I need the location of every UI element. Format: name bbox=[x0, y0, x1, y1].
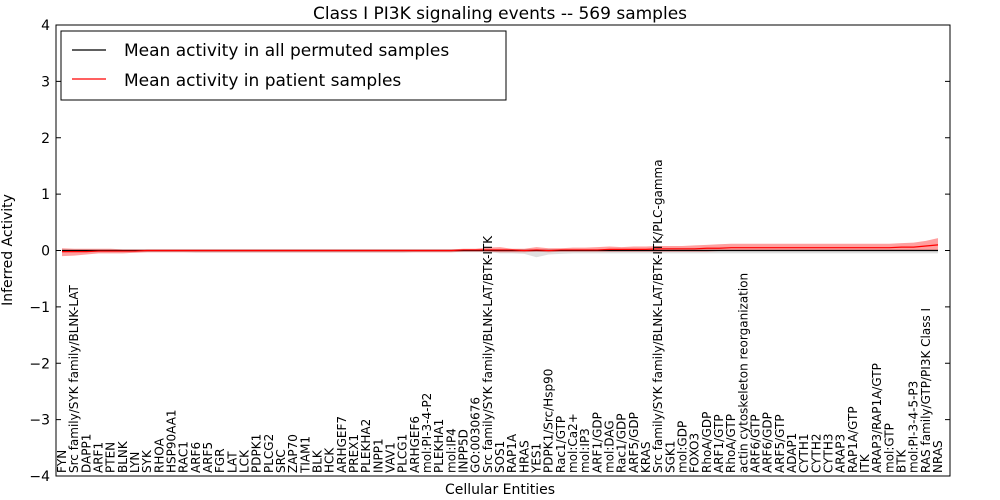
x-tick-label: mol:GDP bbox=[676, 421, 690, 473]
x-tick-label: ITK bbox=[858, 453, 872, 473]
x-tick-label: ARF6 bbox=[189, 442, 203, 473]
y-tick-label: −1 bbox=[29, 300, 50, 316]
x-tick-label: INPP5D bbox=[457, 429, 471, 473]
chart-title: Class I PI3K signaling events -- 569 sam… bbox=[313, 4, 687, 24]
x-tick-label: INPP1 bbox=[371, 438, 385, 473]
y-axis-label: Inferred Activity bbox=[0, 194, 16, 306]
y-tick-label: 1 bbox=[41, 187, 50, 203]
x-tick-label: RHOA bbox=[152, 437, 166, 473]
x-tick-label: Rac1/GTP bbox=[554, 416, 568, 473]
x-tick-label: RAC1 bbox=[177, 441, 191, 473]
x-tick-label: NRAS bbox=[931, 440, 945, 473]
x-tick-label: LAT bbox=[225, 451, 239, 473]
x-tick-label: BTK bbox=[895, 448, 909, 473]
x-tick-label: KRAS bbox=[639, 441, 653, 473]
x-tick-label: RAP1A bbox=[505, 433, 519, 473]
series-line-1 bbox=[62, 244, 939, 253]
x-tick-label: VAV1 bbox=[384, 442, 398, 473]
y-tick-label: 0 bbox=[41, 244, 50, 260]
x-tick-label: mol:Ca2+ bbox=[566, 413, 580, 473]
x-tick-label: SGK1 bbox=[663, 441, 677, 473]
x-tick-label: ADAP1 bbox=[785, 433, 799, 473]
y-tick-label: 2 bbox=[41, 131, 50, 147]
x-axis-label: Cellular Entities bbox=[445, 482, 555, 498]
x-tick-label: LCK bbox=[238, 449, 252, 473]
y-tick-label: 3 bbox=[41, 74, 50, 90]
x-tick-label: Src family/SYK family/BLNK-LAT/BTK-ITK/P… bbox=[651, 159, 665, 473]
x-tick-label: FGR bbox=[213, 448, 227, 473]
x-tick-label: CYTH1 bbox=[797, 434, 811, 474]
x-tick-label: ARAP3 bbox=[834, 434, 848, 473]
lines-layer bbox=[62, 244, 939, 253]
x-tick-label: LYN bbox=[128, 452, 142, 473]
x-tick-label: PLCG2 bbox=[262, 434, 276, 473]
y-tick-label: 4 bbox=[41, 18, 50, 34]
x-tick-label: PREX1 bbox=[347, 434, 361, 473]
y-tick-label: −3 bbox=[29, 413, 50, 429]
legend-label-patient: Mean activity in patient samples bbox=[124, 71, 401, 91]
x-tick-label: PDPK1/Src/Hsp90 bbox=[542, 369, 556, 473]
x-tick-label: YES1 bbox=[530, 443, 544, 474]
legend-label-permuted: Mean activity in all permuted samples bbox=[124, 41, 449, 61]
y-axis: −4 −3 −2 −1 0 1 2 3 4 bbox=[29, 18, 950, 485]
x-tick-label: PLEKHA1 bbox=[432, 419, 446, 473]
x-tick-label: PLCG1 bbox=[396, 434, 410, 473]
x-tick-label: ARF1 bbox=[92, 442, 106, 473]
x-tick-label: mol:IP3 bbox=[578, 428, 592, 473]
legend-box bbox=[60, 30, 507, 101]
x-tick-label: mol:IP4 bbox=[444, 428, 458, 473]
y-tick-label: −4 bbox=[29, 469, 50, 485]
y-tick-label: −2 bbox=[29, 356, 50, 372]
x-tick-label: FYN bbox=[55, 450, 69, 473]
x-tick-label: ARF6/GTP bbox=[749, 414, 763, 473]
plot-frame bbox=[55, 24, 951, 477]
x-tick-label: actin cytoskeleton reorganization bbox=[736, 273, 750, 473]
x-tick-label: TIAM1 bbox=[298, 436, 312, 474]
x-tick-label: CYTH3 bbox=[822, 434, 836, 474]
x-tick-label: mol:PI-3-4-P2 bbox=[420, 393, 434, 473]
x-tick-label: mol:PI-3-4-5-P3 bbox=[907, 381, 921, 473]
x-tick-label: PTEN bbox=[104, 442, 118, 473]
x-tick-label: HCK bbox=[323, 447, 337, 473]
x-tick-label: Rac1/GDP bbox=[615, 414, 629, 473]
x-tick-label: ARF6/GDP bbox=[761, 412, 775, 473]
x-tick-label: PLEKHA2 bbox=[359, 419, 373, 473]
x-tick-label: BLNK bbox=[116, 440, 130, 473]
x-tick-label: RAS family/GTP/PI3K Class I bbox=[919, 308, 933, 473]
x-tick-label: ARHGEF7 bbox=[335, 416, 349, 473]
x-tick-label: ARF5 bbox=[201, 442, 215, 473]
series-band-1 bbox=[62, 238, 938, 257]
x-tick-label: HRAS bbox=[517, 440, 531, 473]
x-tick-label: DAPP1 bbox=[79, 434, 93, 473]
x-tick-label: PDPK1 bbox=[250, 434, 264, 473]
x-tick-label: mol:DAG bbox=[603, 420, 617, 473]
x-tick-label: ZAP70 bbox=[286, 434, 300, 473]
x-tick-label: RAP1A/GTP bbox=[846, 406, 860, 473]
x-tick-label: GO:0030676 bbox=[469, 397, 483, 473]
x-tick-label: ARF5/GTP bbox=[773, 414, 787, 473]
x-tick-label: Src family/SYK family/BLNK-LAT bbox=[67, 284, 81, 473]
x-tick-label: SYK bbox=[140, 449, 154, 473]
x-tick-label: HSP90AA1 bbox=[165, 409, 179, 473]
x-tick-label: ARF5/GDP bbox=[627, 412, 641, 473]
x-tick-label: ARF1/GTP bbox=[712, 414, 726, 473]
x-tick-label: Src family/SYK family/BLNK-LAT/BTK-ITK bbox=[481, 235, 495, 473]
x-tick-label: RhoA/GTP bbox=[724, 414, 738, 473]
x-tick-label: ARF1/GDP bbox=[590, 412, 604, 473]
x-tick-label: mol:GTP bbox=[882, 423, 896, 473]
x-tick-label: CYTH2 bbox=[809, 434, 823, 474]
x-tick-label: SRC bbox=[274, 449, 288, 473]
x-tick-label: BLK bbox=[311, 449, 325, 473]
x-tick-label: ARAP3/RAP1A/GTP bbox=[870, 363, 884, 473]
x-tick-label: RhoA/GDP bbox=[700, 412, 714, 473]
x-tick-label: ARHGEF6 bbox=[408, 416, 422, 473]
x-tick-label: FOXO3 bbox=[688, 433, 702, 473]
legend: Mean activity in all permuted samples Me… bbox=[60, 30, 507, 101]
x-tick-label: SOS1 bbox=[493, 441, 507, 473]
